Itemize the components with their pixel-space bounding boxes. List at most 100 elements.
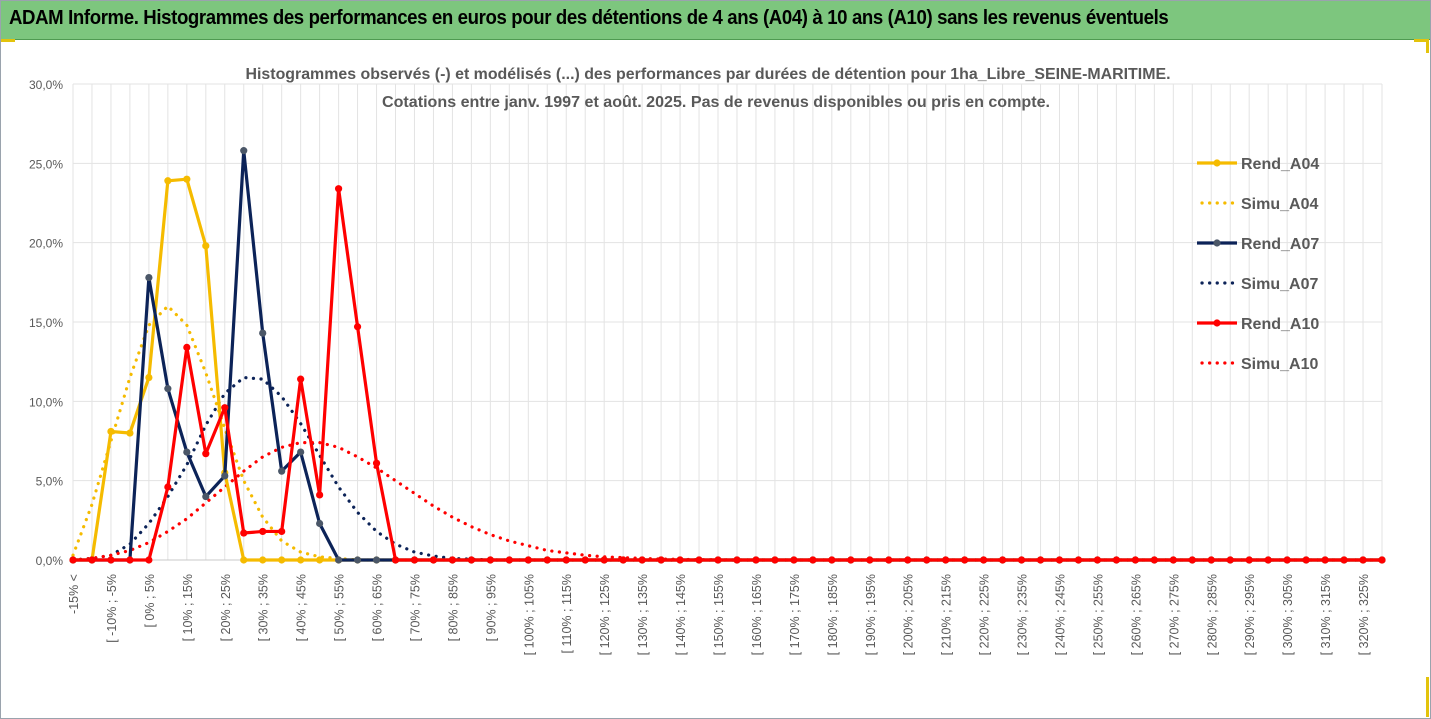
x-tick-label: [ -10% ; -5%: [105, 574, 119, 643]
y-axis: 0,0% 5,0% 10,0% 15,0% 20,0% 25,0% 30,0%: [29, 78, 63, 568]
data-point-rend-a10: [1283, 556, 1291, 564]
data-point-rend-a10: [828, 556, 836, 564]
legend-label-simu-a04: Simu_A04: [1241, 196, 1318, 213]
x-tick-label: [ 250% ; 255%: [1091, 574, 1105, 655]
x-tick-label: [ 260% ; 265%: [1129, 574, 1143, 655]
data-point-rend-a10: [334, 185, 343, 193]
x-tick-label: [ 150% ; 155%: [712, 574, 726, 655]
data-point-rend-a10: [885, 556, 893, 564]
legend-label-rend-a10: Rend_A10: [1241, 316, 1319, 333]
x-tick-label: [ 120% ; 125%: [598, 574, 612, 655]
x-tick-label: [ 320% ; 325%: [1357, 574, 1371, 655]
data-point-rend-a04: [240, 556, 248, 564]
x-tick-label: [ 40% ; 45%: [295, 574, 309, 641]
data-point-rend-a10: [676, 556, 684, 564]
x-tick-label: [ 30% ; 35%: [257, 574, 271, 641]
data-point-rend-a10: [448, 556, 457, 564]
data-point-rend-a10: [733, 556, 741, 564]
data-point-rend-a10: [145, 556, 153, 564]
data-point-rend-a10: [657, 556, 665, 564]
x-tick-label: [ 200% ; 205%: [902, 574, 916, 655]
data-point-rend-a10: [1226, 556, 1234, 564]
data-point-rend-a07: [183, 448, 191, 456]
y-tick-label: 25,0%: [29, 157, 63, 171]
data-point-rend-a10: [1188, 556, 1196, 564]
data-point-rend-a10: [467, 556, 475, 564]
data-point-rend-a10: [790, 556, 798, 564]
legend-marker-rend-a07: [1213, 239, 1221, 247]
data-point-rend-a10: [714, 556, 722, 564]
data-point-rend-a07: [259, 329, 267, 337]
data-point-rend-a07: [240, 147, 248, 155]
data-point-rend-a07: [202, 492, 210, 501]
data-point-rend-a10: [600, 556, 608, 564]
corner-mark-top-right: [1414, 39, 1428, 42]
chart-title: Histogrammes observés (-) et modélisés (…: [246, 66, 1171, 83]
data-point-rend-a10: [562, 556, 570, 564]
data-point-rend-a10: [543, 556, 551, 564]
x-tick-label: [ 130% ; 135%: [636, 574, 650, 655]
data-point-rend-a07: [278, 467, 286, 475]
data-point-rend-a10: [164, 483, 172, 491]
data-point-rend-a10: [1017, 556, 1026, 564]
x-tick-label: [ 90% ; 95%: [484, 574, 498, 641]
data-point-rend-a10: [372, 459, 381, 467]
data-point-rend-a07: [353, 556, 362, 564]
x-tick-label: [ 140% ; 145%: [674, 574, 688, 655]
data-point-rend-a10: [619, 556, 627, 564]
data-point-rend-a10: [581, 556, 589, 564]
x-tick-label: [ 50% ; 55%: [333, 574, 347, 641]
data-point-rend-a10: [1036, 556, 1045, 564]
series-line-simu-a07: [71, 375, 1384, 562]
x-axis: -15% < [ -10% ; -5% [ 0% ; 5% [ 10% ; 15% [ …: [67, 574, 1371, 655]
corner-mark-right: [1426, 39, 1429, 53]
legend-label-simu-a10: Simu_A10: [1241, 356, 1318, 373]
data-point-rend-a04: [316, 556, 324, 564]
data-point-rend-a10: [771, 556, 779, 564]
legend-label-simu-a07: Simu_A07: [1241, 276, 1318, 293]
series-line-rend-a04: [73, 177, 1382, 562]
data-point-rend-a10: [486, 556, 494, 564]
x-tick-label: [ 310% ; 315%: [1319, 574, 1333, 655]
data-point-rend-a04: [183, 175, 191, 183]
data-point-rend-a10: [923, 556, 931, 564]
series-line-simu-a04: [71, 304, 1384, 562]
series-group: [69, 147, 1386, 564]
data-point-rend-a10: [259, 527, 267, 536]
data-point-rend-a10: [202, 450, 210, 458]
data-point-rend-a10: [1131, 556, 1139, 564]
data-point-rend-a10: [1207, 556, 1215, 564]
x-tick-label: [ 280% ; 285%: [1205, 574, 1219, 655]
x-tick-label: [ 160% ; 165%: [750, 574, 764, 655]
data-point-rend-a10: [1378, 556, 1386, 564]
legend-marker-rend-a04: [1213, 159, 1221, 167]
data-point-rend-a04: [164, 177, 172, 185]
x-tick-label: [ 20% ; 25%: [219, 574, 233, 641]
x-tick-label: [ 100% ; 105%: [522, 574, 536, 655]
data-point-rend-a10: [1245, 556, 1253, 564]
y-tick-label: 15,0%: [29, 316, 63, 330]
data-point-rend-a10: [353, 323, 362, 331]
data-point-rend-a10: [998, 556, 1007, 564]
x-tick-label: [ 110% ; 115%: [560, 574, 574, 653]
x-tick-label: [ 0% ; 5%: [143, 574, 157, 628]
x-tick-label: [ 210% ; 215%: [940, 574, 954, 655]
x-tick-label: [ 170% ; 175%: [788, 574, 802, 655]
data-point-rend-a10: [1055, 556, 1064, 564]
data-point-rend-a04: [107, 427, 115, 436]
data-point-rend-a10: [1112, 556, 1121, 564]
data-point-rend-a04: [202, 242, 210, 250]
legend: Rend_A04 Simu_A04 Rend_A07 Simu_A07 Rend_A10…: [1197, 156, 1319, 373]
data-point-rend-a07: [297, 448, 305, 456]
legend-marker-rend-a10: [1213, 319, 1221, 327]
data-point-rend-a10: [847, 556, 855, 564]
data-point-rend-a07: [316, 519, 324, 528]
data-point-rend-a10: [1340, 556, 1348, 564]
data-point-rend-a10: [297, 375, 305, 383]
data-point-rend-a10: [221, 404, 229, 412]
y-tick-label: 20,0%: [29, 237, 63, 251]
data-point-rend-a10: [866, 556, 874, 564]
data-point-rend-a10: [942, 556, 950, 564]
data-point-rend-a04: [259, 556, 267, 564]
